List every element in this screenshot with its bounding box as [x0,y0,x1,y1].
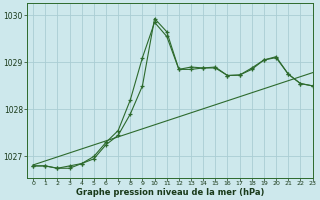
X-axis label: Graphe pression niveau de la mer (hPa): Graphe pression niveau de la mer (hPa) [76,188,264,197]
